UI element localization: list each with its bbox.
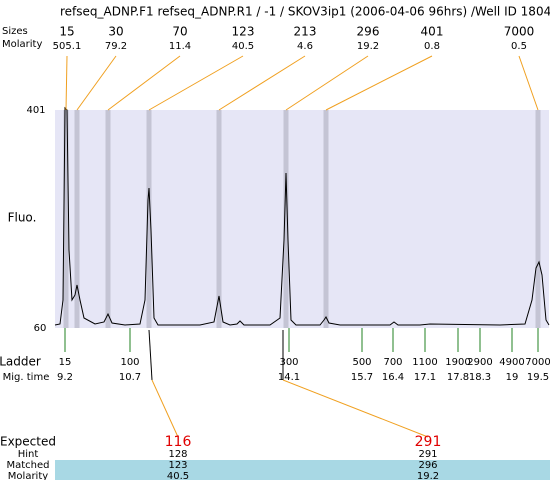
trace <box>54 106 550 326</box>
ladder-time: 19.5 <box>527 372 549 383</box>
row-label: Hint <box>18 449 39 460</box>
peak-connector <box>76 55 117 111</box>
ladder-time: 14.1 <box>278 372 300 383</box>
peak-size: 70 <box>172 25 187 39</box>
ladder-size: 1100 <box>412 357 437 368</box>
peak-band <box>105 110 111 328</box>
y-top-label: 401 <box>26 105 45 116</box>
row-label: Molarity <box>8 471 48 480</box>
molarity-label: Molarity <box>2 39 42 50</box>
cell-expected: 291 <box>415 434 442 450</box>
ladder-time: 16.4 <box>382 372 404 383</box>
cell-matched: 296 <box>418 460 437 471</box>
peak-molarity: 0.8 <box>424 41 440 52</box>
table-highlight <box>55 460 550 480</box>
connector <box>151 379 179 438</box>
peak-band <box>323 110 329 328</box>
peak-size: 123 <box>232 25 255 39</box>
ladder-label: Ladder <box>0 355 41 369</box>
match-line <box>148 329 153 381</box>
peak-molarity: 11.4 <box>169 41 191 52</box>
cell-expected: 116 <box>165 434 192 450</box>
peak-molarity: 4.6 <box>297 41 313 52</box>
peak-band <box>535 110 541 328</box>
ladder-time: 17.1 <box>414 372 436 383</box>
peak-molarity: 79.2 <box>105 41 127 52</box>
peak-connector <box>148 55 244 111</box>
y-axis-label: Fluo. <box>8 211 37 225</box>
peak-molarity: 19.2 <box>357 41 379 52</box>
peak-size: 296 <box>357 25 380 39</box>
peak-connector <box>518 55 539 111</box>
ladder-time: 19 <box>506 372 519 383</box>
ladder-size: 1900 <box>445 357 470 368</box>
cell-molarity: 40.5 <box>167 471 189 480</box>
cell-matched: 123 <box>168 460 187 471</box>
peak-connector <box>107 55 181 111</box>
ladder-time: 9.2 <box>57 372 73 383</box>
ladder-time: 17.8 <box>447 372 469 383</box>
ladder-time: 18.3 <box>469 372 491 383</box>
ladder-size: 2900 <box>467 357 492 368</box>
peak-band <box>63 110 69 328</box>
peak-size: 15 <box>59 25 74 39</box>
ladder-size: 500 <box>352 357 371 368</box>
cell-hint: 128 <box>168 449 187 460</box>
ladder-time: 15.7 <box>351 372 373 383</box>
ladder-time: 10.7 <box>119 372 141 383</box>
plot-area <box>55 110 549 328</box>
peak-connector <box>325 55 433 111</box>
peak-molarity: 0.5 <box>511 41 527 52</box>
ladder-size: 15 <box>59 357 72 368</box>
peak-size: 401 <box>421 25 444 39</box>
peak-size: 30 <box>108 25 123 39</box>
peak-molarity: 505.1 <box>53 41 82 52</box>
title: refseq_ADNP.F1 refseq_ADNP.R1 / -1 / SKO… <box>60 5 550 19</box>
peak-band <box>146 110 152 328</box>
sizes-label: Sizes <box>2 26 28 37</box>
ladder-size: 300 <box>279 357 298 368</box>
row-label: Expected <box>0 435 56 449</box>
peak-connector <box>218 55 306 111</box>
peak-molarity: 40.5 <box>232 41 254 52</box>
row-label: Matched <box>6 460 49 471</box>
ladder-size: 700 <box>383 357 402 368</box>
cell-molarity: 19.2 <box>417 471 439 480</box>
peak-size: 7000 <box>504 25 535 39</box>
connector <box>282 379 429 438</box>
peak-size: 213 <box>294 25 317 39</box>
mig-time-label: Mig. time <box>3 372 50 383</box>
peak-band <box>74 110 80 328</box>
ladder-size: 7000 <box>525 357 550 368</box>
cell-hint: 291 <box>418 449 437 460</box>
y-bottom-label: 60 <box>34 323 47 334</box>
peak-connector <box>65 55 68 111</box>
ladder-size: 100 <box>120 357 139 368</box>
peak-band <box>216 110 222 328</box>
ladder-size: 4900 <box>499 357 524 368</box>
peak-connector <box>285 55 369 111</box>
peak-band <box>283 110 289 328</box>
